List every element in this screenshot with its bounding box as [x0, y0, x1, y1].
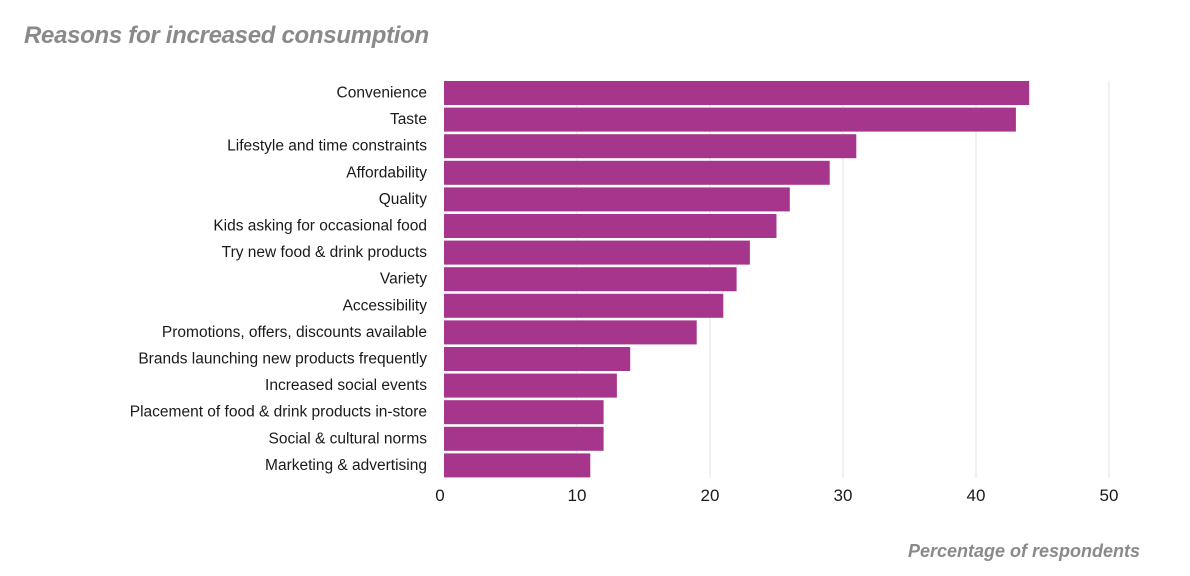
bars — [444, 81, 1030, 478]
x-axis-label: Percentage of respondents — [907, 541, 1140, 561]
category-label: Placement of food & drink products in-st… — [130, 404, 427, 421]
category-label: Accessibility — [343, 297, 428, 314]
category-label: Taste — [390, 111, 427, 128]
bar — [444, 134, 857, 159]
bar — [444, 160, 830, 185]
bar — [444, 214, 777, 238]
x-tick-label: 40 — [967, 486, 986, 505]
x-tick-label: 20 — [701, 486, 720, 505]
category-label: Increased social events — [265, 377, 427, 394]
x-tick-label: 50 — [1100, 486, 1119, 505]
category-labels: Convenience Taste Lifestyle and time const… — [130, 85, 427, 474]
bar — [444, 426, 604, 451]
category-label: Marketing & advertising — [265, 457, 427, 474]
x-tick-label: 0 — [435, 486, 444, 505]
x-tick-labels: 0 10 20 30 40 50 — [435, 486, 1118, 505]
x-tick-label: 10 — [568, 486, 587, 505]
bar — [444, 187, 790, 212]
bar — [444, 293, 724, 318]
category-label: Social & cultural norms — [268, 430, 427, 447]
category-label: Try new food & drink products — [222, 244, 428, 261]
category-label: Affordability — [346, 164, 427, 181]
category-label: Promotions, offers, discounts available — [162, 324, 427, 341]
bar — [444, 81, 1030, 105]
chart-title: Reasons for increased consumption — [24, 22, 429, 49]
bar — [444, 107, 1016, 132]
bar — [444, 347, 631, 371]
bar — [444, 373, 617, 398]
bar — [444, 400, 604, 425]
bar — [444, 453, 591, 478]
category-label: Convenience — [337, 85, 427, 102]
bar — [444, 320, 697, 345]
x-tick-label: 30 — [834, 486, 853, 505]
category-label: Variety — [380, 271, 427, 288]
category-label: Lifestyle and time constraints — [227, 138, 427, 155]
category-label: Kids asking for occasional food — [213, 218, 427, 235]
category-label: Quality — [379, 191, 427, 208]
bar — [444, 240, 750, 265]
bar — [444, 267, 737, 292]
category-label: Brands launching new products frequently — [138, 351, 427, 368]
